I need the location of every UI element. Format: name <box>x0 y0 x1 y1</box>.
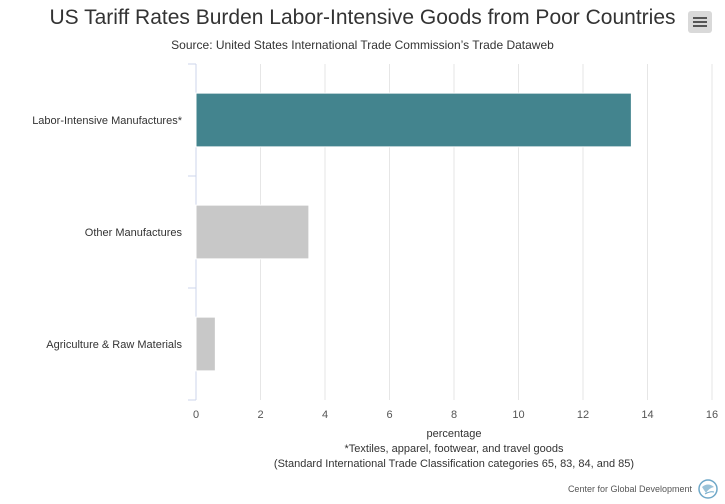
chart-title: US Tariff Rates Burden Labor-Intensive G… <box>49 6 676 29</box>
credit-text: Center for Global Development <box>567 484 692 494</box>
x-axis-note: (Standard International Trade Classifica… <box>274 458 634 470</box>
hamburger-menu-icon[interactable] <box>688 11 712 33</box>
x-tick-label: 16 <box>706 409 718 421</box>
category-label: Labor-Intensive Manufactures* <box>32 115 183 127</box>
x-tick-label: 10 <box>512 409 524 421</box>
x-axis-title: percentage <box>426 428 481 440</box>
bar <box>195 316 216 372</box>
x-tick-label: 4 <box>322 409 328 421</box>
x-tick-label: 0 <box>193 409 199 421</box>
category-label: Agriculture & Raw Materials <box>46 339 182 351</box>
bar <box>195 204 310 260</box>
x-axis-note: *Textiles, apparel, footwear, and travel… <box>345 443 564 455</box>
x-tick-label: 8 <box>451 409 457 421</box>
cgd-logo-icon <box>698 479 718 499</box>
x-tick-label: 2 <box>257 409 263 421</box>
x-tick-label: 12 <box>577 409 589 421</box>
chart-subtitle: Source: United States International Trad… <box>171 38 554 52</box>
bar <box>195 92 632 148</box>
category-label: Other Manufactures <box>85 227 183 239</box>
x-tick-label: 14 <box>641 409 653 421</box>
x-tick-label: 6 <box>386 409 392 421</box>
